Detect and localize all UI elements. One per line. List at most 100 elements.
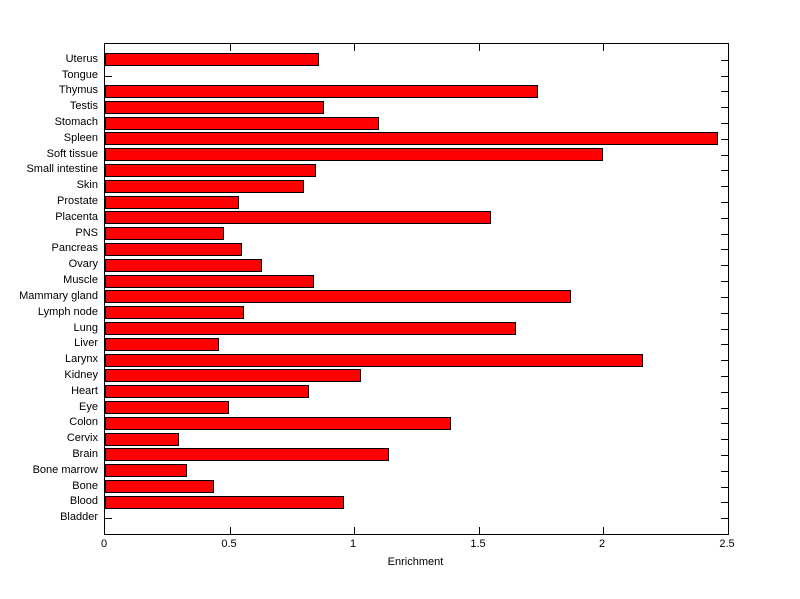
bar-spleen: [105, 132, 718, 145]
y-axis-tick: [721, 392, 728, 393]
y-axis-tick: [721, 439, 728, 440]
y-axis-tick: [105, 76, 112, 77]
bar-stomach: [105, 117, 379, 130]
bar-mammary-gland: [105, 290, 571, 303]
y-axis-tick: [721, 91, 728, 92]
y-tick-label: Brain: [72, 448, 98, 460]
y-axis-tick: [721, 455, 728, 456]
y-axis-tick: [721, 123, 728, 124]
y-tick-label: Prostate: [57, 195, 98, 207]
x-axis-tick: [354, 527, 355, 534]
bar-bone: [105, 480, 214, 493]
x-axis-tick: [230, 44, 231, 51]
y-tick-label: Lung: [73, 322, 98, 334]
y-axis-tick: [721, 471, 728, 472]
bar-pancreas: [105, 243, 242, 256]
y-tick-label: Tongue: [61, 69, 98, 81]
y-axis-tick: [721, 344, 728, 345]
y-axis-tick: [721, 297, 728, 298]
x-tick-label: 0.5: [221, 538, 237, 550]
x-tick-label: 1.5: [470, 538, 486, 550]
y-tick-label: Liver: [74, 337, 98, 349]
bar-prostate: [105, 196, 239, 209]
y-tick-label: Lymph node: [37, 306, 98, 318]
y-axis-tick: [721, 107, 728, 108]
y-axis-tick: [721, 360, 728, 361]
y-tick-label: Skin: [76, 179, 98, 191]
y-axis-tick: [721, 249, 728, 250]
bar-uterus: [105, 53, 319, 66]
y-tick-label: Placenta: [55, 211, 98, 223]
y-tick-label: Blood: [69, 495, 98, 507]
bar-lymph-node: [105, 306, 244, 319]
y-axis-tick: [721, 218, 728, 219]
y-axis-tick: [721, 487, 728, 488]
y-tick-label: Stomach: [54, 116, 98, 128]
y-axis-tick: [721, 408, 728, 409]
y-axis-tick: [721, 502, 728, 503]
x-axis-tick: [603, 527, 604, 534]
y-tick-label: Testis: [69, 100, 98, 112]
bar-eye: [105, 401, 229, 414]
y-tick-label: Bone marrow: [32, 464, 98, 476]
y-tick-label: Bone: [72, 480, 98, 492]
y-tick-label: Muscle: [63, 274, 98, 286]
bar-larynx: [105, 354, 643, 367]
y-tick-label: Spleen: [63, 132, 98, 144]
x-axis-tick: [479, 44, 480, 51]
plot-area: [104, 43, 729, 535]
y-tick-label: PNS: [75, 227, 98, 239]
y-axis-tick: [721, 518, 728, 519]
y-axis-tick: [721, 313, 728, 314]
bar-kidney: [105, 369, 361, 382]
y-tick-label: Heart: [71, 385, 98, 397]
y-tick-label: Soft tissue: [46, 148, 98, 160]
y-axis-tick: [721, 265, 728, 266]
y-tick-label: Kidney: [64, 369, 98, 381]
y-axis-tick: [721, 76, 728, 77]
y-tick-label: Thymus: [58, 84, 98, 96]
x-axis-tick: [354, 44, 355, 51]
bar-liver: [105, 338, 219, 351]
y-tick-label: Colon: [69, 416, 98, 428]
bar-pns: [105, 227, 224, 240]
bar-lung: [105, 322, 516, 335]
y-axis-tick: [105, 518, 112, 519]
bar-placenta: [105, 211, 491, 224]
bar-brain: [105, 448, 389, 461]
bar-thymus: [105, 85, 538, 98]
y-axis-tick: [721, 202, 728, 203]
y-axis-tick: [721, 155, 728, 156]
x-tick-label: 2: [598, 538, 606, 550]
y-tick-label: Larynx: [64, 353, 98, 365]
y-axis-tick: [721, 329, 728, 330]
y-tick-label: Ovary: [68, 258, 98, 270]
y-axis-tick: [721, 376, 728, 377]
bar-heart: [105, 385, 309, 398]
y-axis-tick: [721, 139, 728, 140]
x-tick-label: 0: [100, 538, 108, 550]
y-axis-tick: [721, 186, 728, 187]
bar-testis: [105, 101, 324, 114]
y-axis-tick: [721, 281, 728, 282]
x-tick-label: 2.5: [719, 538, 735, 550]
x-axis-tick: [603, 44, 604, 51]
y-tick-label: Pancreas: [51, 242, 98, 254]
y-tick-label: Eye: [79, 401, 98, 413]
y-axis-tick: [721, 423, 728, 424]
y-axis-tick: [721, 60, 728, 61]
x-axis-tick: [479, 527, 480, 534]
y-tick-label: Uterus: [65, 53, 98, 65]
y-axis-tick: [721, 170, 728, 171]
y-tick-label: Mammary gland: [19, 290, 98, 302]
bar-soft-tissue: [105, 148, 603, 161]
bar-cervix: [105, 433, 179, 446]
bar-bone-marrow: [105, 464, 187, 477]
x-axis-title: Enrichment: [387, 556, 444, 568]
bar-small-intestine: [105, 164, 316, 177]
y-tick-label: Small intestine: [26, 163, 98, 175]
y-tick-label: Cervix: [66, 432, 98, 444]
bar-blood: [105, 496, 344, 509]
bar-muscle: [105, 275, 314, 288]
